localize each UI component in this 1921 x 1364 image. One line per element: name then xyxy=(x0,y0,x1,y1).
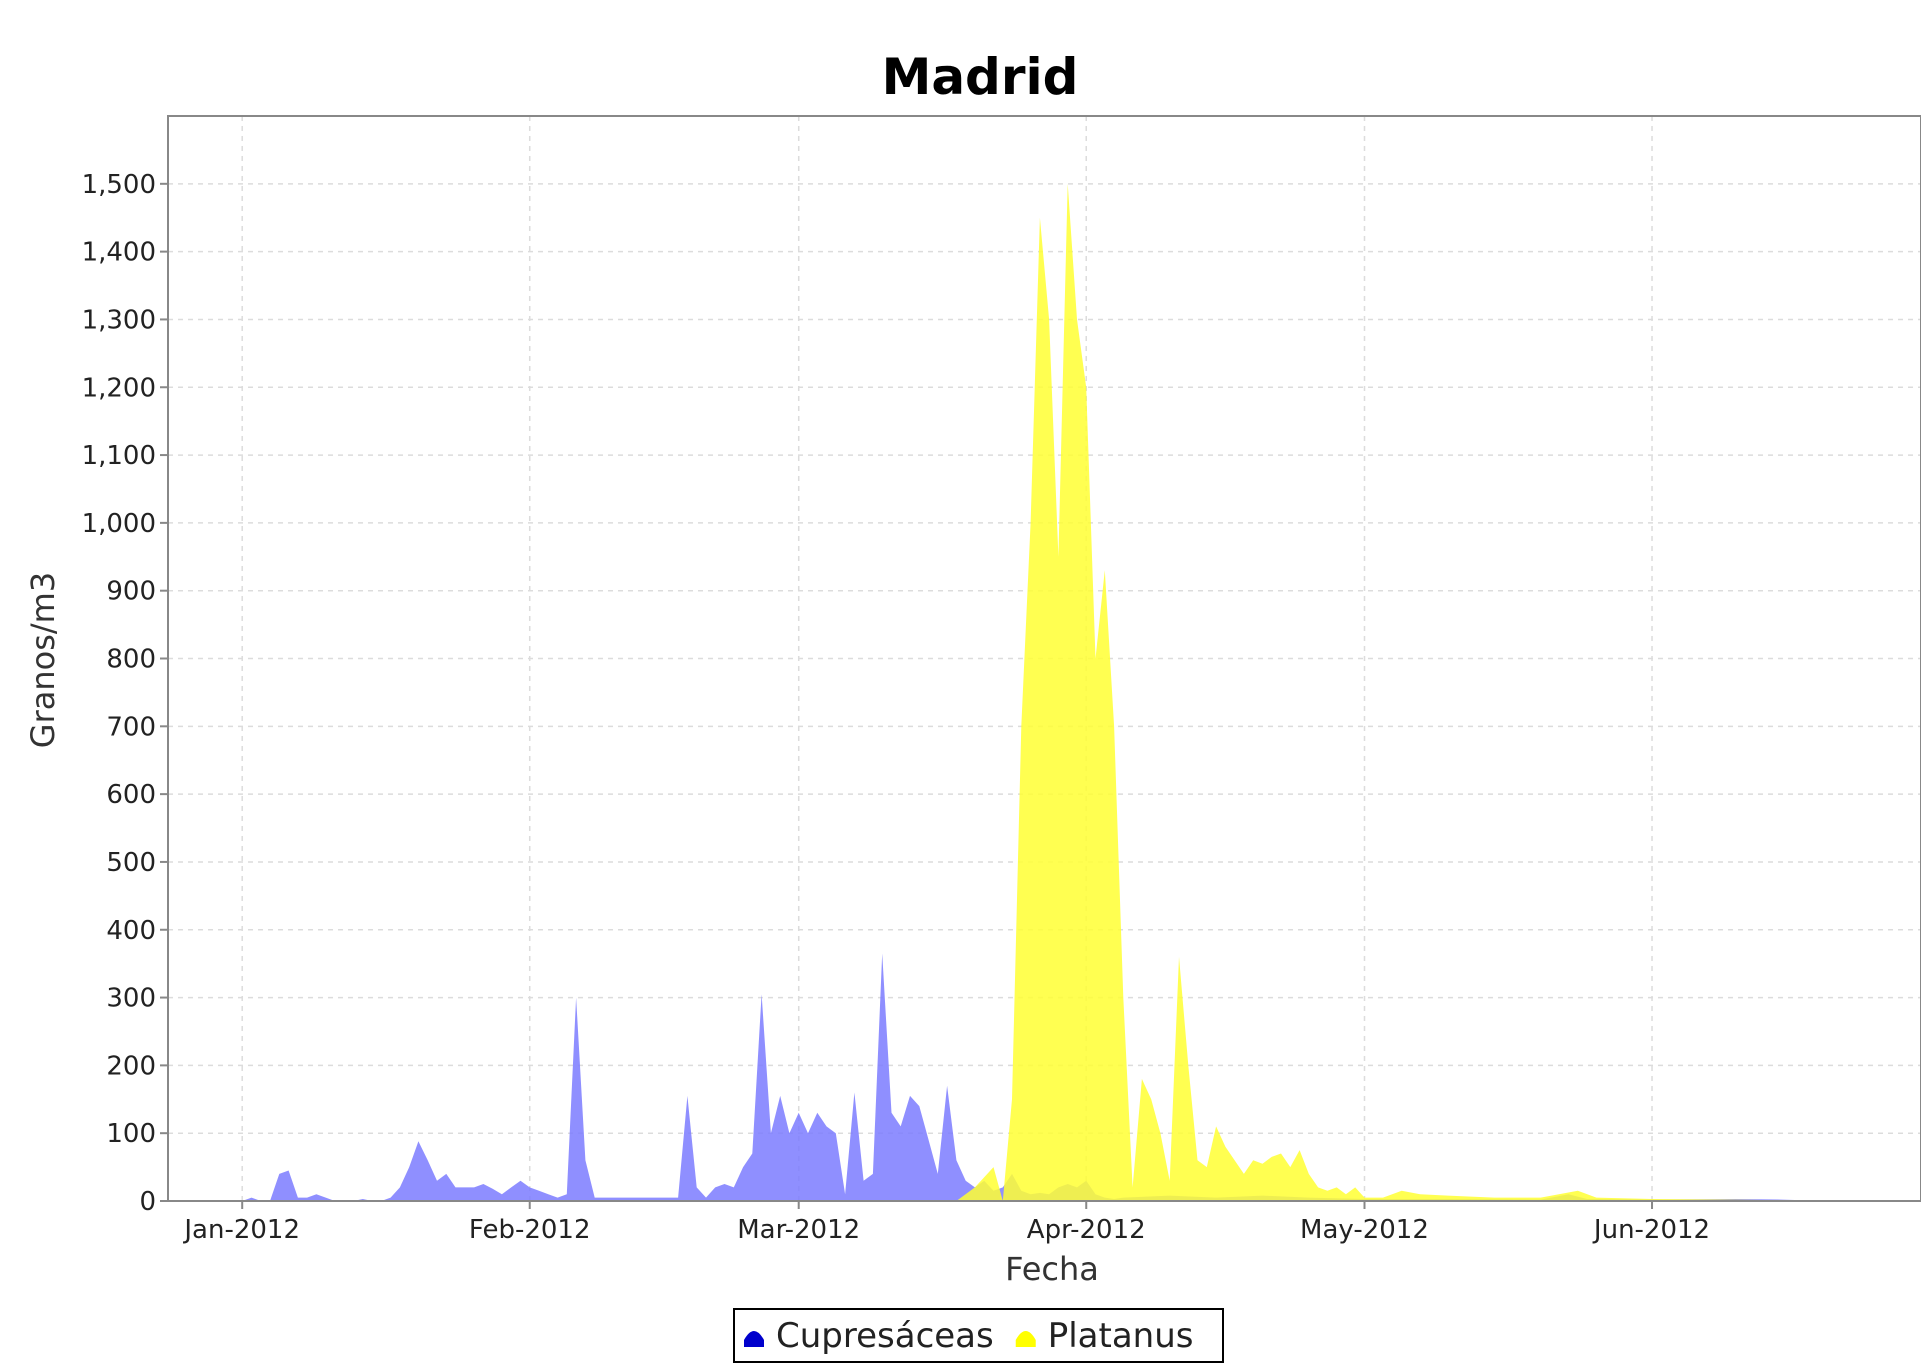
y-tick-label: 300 xyxy=(106,984,156,1014)
y-tick-label: 1,500 xyxy=(82,170,156,200)
y-tick-label: 100 xyxy=(106,1119,156,1149)
legend: Cupresáceas Platanus xyxy=(733,1308,1224,1363)
area-series-platanus xyxy=(956,183,1829,1202)
x-tick-label: Mar-2012 xyxy=(737,1215,860,1245)
legend-label-cupresaceas: Cupresáceas xyxy=(776,1316,994,1356)
y-tick-label: 1,000 xyxy=(82,509,156,539)
y-axis-label: Granos/m3 xyxy=(24,572,62,748)
x-axis-label: Fecha xyxy=(1005,1250,1099,1288)
x-axis-ticks: Jan-2012 Feb-2012 Mar-2012 Apr-2012 May-2012… xyxy=(182,1201,1710,1245)
y-tick-label: 1,200 xyxy=(82,373,156,403)
y-tick-label: 200 xyxy=(106,1051,156,1081)
legend-box xyxy=(733,1308,1224,1363)
y-tick-label: 1,100 xyxy=(82,441,156,471)
series-layer xyxy=(242,183,1829,1202)
y-tick-label: 700 xyxy=(106,712,156,742)
x-tick-label: Apr-2012 xyxy=(1027,1215,1146,1245)
y-tick-label: 600 xyxy=(106,780,156,810)
y-tick-label: 0 xyxy=(139,1187,156,1217)
y-tick-label: 1,300 xyxy=(82,305,156,335)
grid-layer xyxy=(168,116,1921,1202)
x-tick-label: Feb-2012 xyxy=(469,1215,591,1245)
y-tick-label: 800 xyxy=(106,645,156,675)
x-tick-label: Jun-2012 xyxy=(1592,1215,1710,1245)
x-tick-label: May-2012 xyxy=(1300,1215,1429,1245)
y-tick-label: 500 xyxy=(106,848,156,878)
y-tick-label: 1,400 xyxy=(82,238,156,268)
y-axis-ticks: 0 100 200 300 400 500 600 700 800 900 1,000 1,100 1,… xyxy=(82,170,168,1217)
chart-title: Madrid xyxy=(882,48,1079,106)
legend-label-platanus: Platanus xyxy=(1048,1316,1194,1356)
y-tick-label: 400 xyxy=(106,916,156,946)
y-tick-label: 900 xyxy=(106,577,156,607)
legend-swatch-cupresaceas xyxy=(744,1331,764,1347)
legend-swatch-platanus xyxy=(1015,1331,1036,1347)
x-tick-label: Jan-2012 xyxy=(182,1215,300,1245)
